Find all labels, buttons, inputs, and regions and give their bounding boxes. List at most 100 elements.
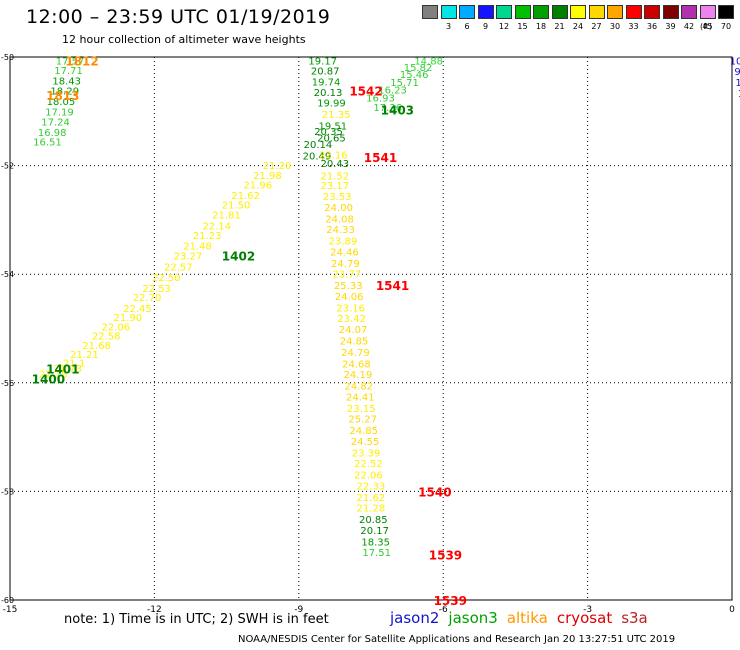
swh-value: 24.41 (346, 392, 375, 403)
swh-value: 23.89 (329, 237, 358, 248)
legend-swatch (662, 5, 679, 19)
swh-value: 14.88 (414, 56, 443, 67)
lat-tick-label: -58 (1, 487, 14, 496)
swh-value: 23.27 (174, 252, 203, 263)
swh-value: 25.33 (334, 281, 363, 292)
page-subtitle: 12 hour collection of altimeter wave hei… (62, 33, 306, 46)
lon-tick-label: -9 (294, 605, 303, 615)
legend-swatch (570, 5, 586, 19)
swh-value: 20.13 (314, 88, 343, 99)
legend-swatch (681, 5, 697, 19)
swh-value: 22.45 (123, 304, 152, 315)
track-yellow-south: 22.1620.4321.5223.1723.5324.0024.0824.33… (319, 151, 391, 559)
swh-value: 24.79 (331, 259, 360, 270)
track-blue-east: 10.969.911.11 (730, 56, 740, 100)
track-green-north: 19.1720.8719.7420.1319.9921.3519.5120.35… (303, 56, 351, 162)
legend-swatch (422, 5, 438, 19)
swh-value: 20.87 (311, 67, 340, 78)
lat-tick-label: -50 (1, 53, 14, 62)
swh-value: 15.82 (404, 63, 433, 74)
swh-value: 22.06 (354, 471, 383, 482)
pass-number: 1812 (65, 54, 98, 68)
satellite-name: altika (506, 609, 548, 627)
swh-value: 19.99 (317, 99, 346, 110)
swh-value: 17.19 (45, 107, 74, 118)
swh-value: 24.33 (326, 225, 355, 236)
legend-swatch-label: 9 (482, 22, 489, 31)
swh-value: 20.14 (304, 140, 333, 151)
lon-tick-label: -3 (583, 605, 592, 615)
swh-value: 22.06 (101, 322, 130, 333)
legend-swatch-label: 45 (702, 22, 713, 31)
swh-value: 15.46 (400, 70, 429, 81)
legend-swatch (533, 5, 549, 19)
swh-value: 21.68 (82, 341, 111, 352)
swh-value: 22.33 (357, 481, 386, 492)
swh-value: 22.52 (354, 459, 383, 470)
footer-note: note: 1) Time is in UTC; 2) SWH is in fe… (64, 612, 329, 627)
satellite-name: cryosat (556, 609, 613, 627)
legend-swatch-label: 3 (445, 22, 452, 31)
pass-number: 1402 (222, 250, 255, 264)
swh-value: 18.05 (47, 97, 76, 108)
pass-number: 1539 (429, 548, 462, 562)
swh-value: 19.51 (319, 121, 348, 132)
latitude-axis: -50 -52 -54 -56 -58 -60 (1, 53, 14, 605)
swh-value: 20.65 (317, 133, 346, 144)
swh-value: 22.58 (92, 332, 121, 343)
legend-swatch-label: 36 (646, 22, 658, 31)
pass-number: 1401 (46, 363, 79, 377)
legend-swatch (459, 5, 475, 19)
swh-value: 23.15 (347, 404, 376, 415)
swh-value: 10.96 (730, 56, 740, 67)
swh-value: 11. (735, 78, 740, 89)
swh-value: 21.96 (243, 181, 272, 192)
lat-tick-label: -56 (1, 379, 14, 388)
pass-number: 1813 (46, 89, 79, 103)
swh-value: 23.17 (320, 181, 349, 192)
legend-swatch (440, 5, 457, 19)
swh-value: 25.27 (348, 415, 377, 426)
swh-value: 20.49 (303, 151, 332, 162)
longitude-axis: -15 -12 -9 -6 -3 0 (3, 605, 735, 615)
swh-value: 18.35 (361, 537, 390, 548)
swh-value: 24.79 (341, 348, 370, 359)
swh-value: 21.62 (357, 493, 386, 504)
legend-swatch-label: 6 (464, 22, 470, 31)
swh-value: 24.08 (325, 214, 354, 225)
swh-value: 24.85 (340, 336, 369, 347)
swh-value: 18.43 (52, 76, 81, 87)
legend-swatch-label: 18 (535, 22, 547, 31)
swh-value: 21.1 (63, 359, 85, 370)
legend-swatch (718, 5, 734, 19)
pass-number: 1400 (32, 372, 65, 386)
swh-value: 21.28 (357, 504, 386, 515)
legend-swatch (644, 5, 660, 19)
swh-value: 9.9 (734, 67, 740, 78)
swh-value: 19.74 (312, 77, 341, 88)
lon-tick-label: 0 (729, 605, 735, 615)
satellite-name: jason2 (390, 609, 440, 627)
legend-swatch-label: 42 (683, 22, 695, 31)
legend-swatch (496, 5, 512, 19)
lat-lon-grid (10, 57, 732, 600)
swh-value: 17.71 (54, 66, 83, 77)
swh-value: 21.50 (222, 201, 251, 212)
legend-swatch (699, 5, 716, 19)
track-yellow-diagonal: 22.1821.7321.121.2121.6822.5822.0621.902… (39, 161, 291, 381)
swh-value: 16.23 (378, 86, 407, 97)
swh-value: 16.51 (33, 138, 62, 149)
legend-swatch (588, 5, 605, 19)
swh-value: 20.35 (314, 127, 343, 138)
swh-value: 17.57 (56, 56, 85, 67)
swh-value: 22.14 (203, 221, 232, 232)
swh-value: 22.70 (133, 293, 162, 304)
swh-value: 21.98 (253, 171, 282, 182)
swh-value: 17.36 (373, 103, 402, 114)
pass-number: 1541 (376, 279, 409, 293)
legend-swatch-label: 39 (665, 22, 676, 31)
swh-value: 23.53 (323, 192, 352, 203)
swh-value: 23.16 (336, 303, 365, 314)
swh-value: 21.23 (193, 231, 222, 242)
